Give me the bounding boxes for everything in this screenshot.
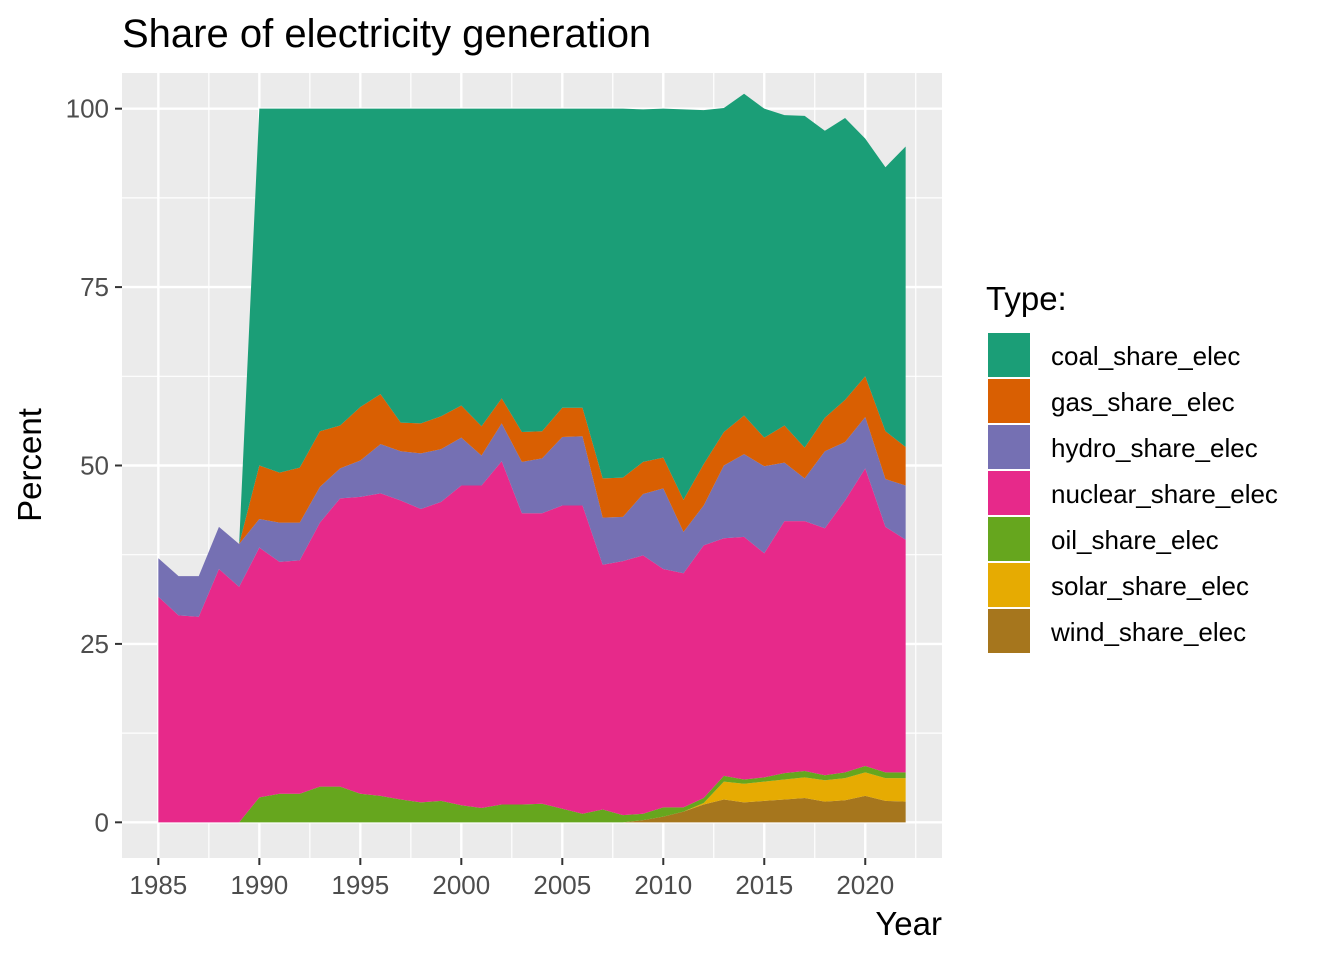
area-gas-share-elec — [158, 376, 906, 577]
legend: Type: coal_share_elec gas_share_elechydro… — [986, 280, 1278, 653]
x-tick-label: 2000 — [432, 870, 490, 900]
area-wind-share-elec — [158, 795, 906, 823]
y-tick-label: 50 — [80, 451, 109, 481]
x-tick-label: 1990 — [230, 870, 288, 900]
legend-label: solar_share_elec — [1051, 571, 1249, 601]
x-tick-label: 2005 — [533, 870, 591, 900]
area-layers — [158, 93, 906, 823]
x-tick-label: 2020 — [836, 870, 894, 900]
x-tick-label: 1985 — [129, 870, 187, 900]
y-axis-title: Percent — [11, 408, 48, 522]
area-hydro-share-elec — [158, 416, 906, 617]
legend-label: coal_share_elec — [1051, 341, 1240, 371]
axis-ticks: 1985 1990 1995 2000 2005 2010 2015 2020 0 25 50 75 1… — [66, 94, 895, 900]
x-tick-label: 1995 — [331, 870, 389, 900]
legend-swatch-hydro-share-elec — [988, 425, 1030, 469]
legend-swatch-coal-share-elec — [988, 333, 1030, 377]
legend-swatch-oil-share-elec — [988, 517, 1030, 561]
area-coal-share-elec — [158, 93, 906, 577]
y-tick-label: 25 — [80, 629, 109, 659]
y-tick-label: 0 — [95, 807, 109, 837]
y-tick-label: 100 — [66, 94, 109, 124]
legend-swatch-gas-share-elec — [988, 379, 1030, 423]
legend-label: nuclear_share_elec — [1051, 479, 1278, 509]
x-tick-label: 2010 — [634, 870, 692, 900]
legend-label: gas_share_elec — [1051, 387, 1235, 417]
legend-label: wind_share_elec — [1050, 617, 1246, 647]
y-tick-label: 75 — [80, 272, 109, 302]
legend-swatch-nuclear-share-elec — [988, 471, 1030, 515]
legend-swatch-wind-share-elec — [988, 609, 1030, 653]
area-oil-share-elec — [158, 765, 906, 823]
area-solar-share-elec — [158, 772, 906, 823]
legend-title: Type: — [986, 280, 1067, 317]
chart-title: Share of electricity generation — [122, 12, 651, 56]
x-axis-title: Year — [875, 905, 942, 942]
legend-label: oil_share_elec — [1051, 525, 1219, 555]
x-tick-label: 2015 — [735, 870, 793, 900]
legend-swatch-solar-share-elec — [988, 563, 1030, 607]
legend-label: hydro_share_elec — [1051, 433, 1258, 463]
area-nuclear-share-elec — [158, 461, 906, 823]
